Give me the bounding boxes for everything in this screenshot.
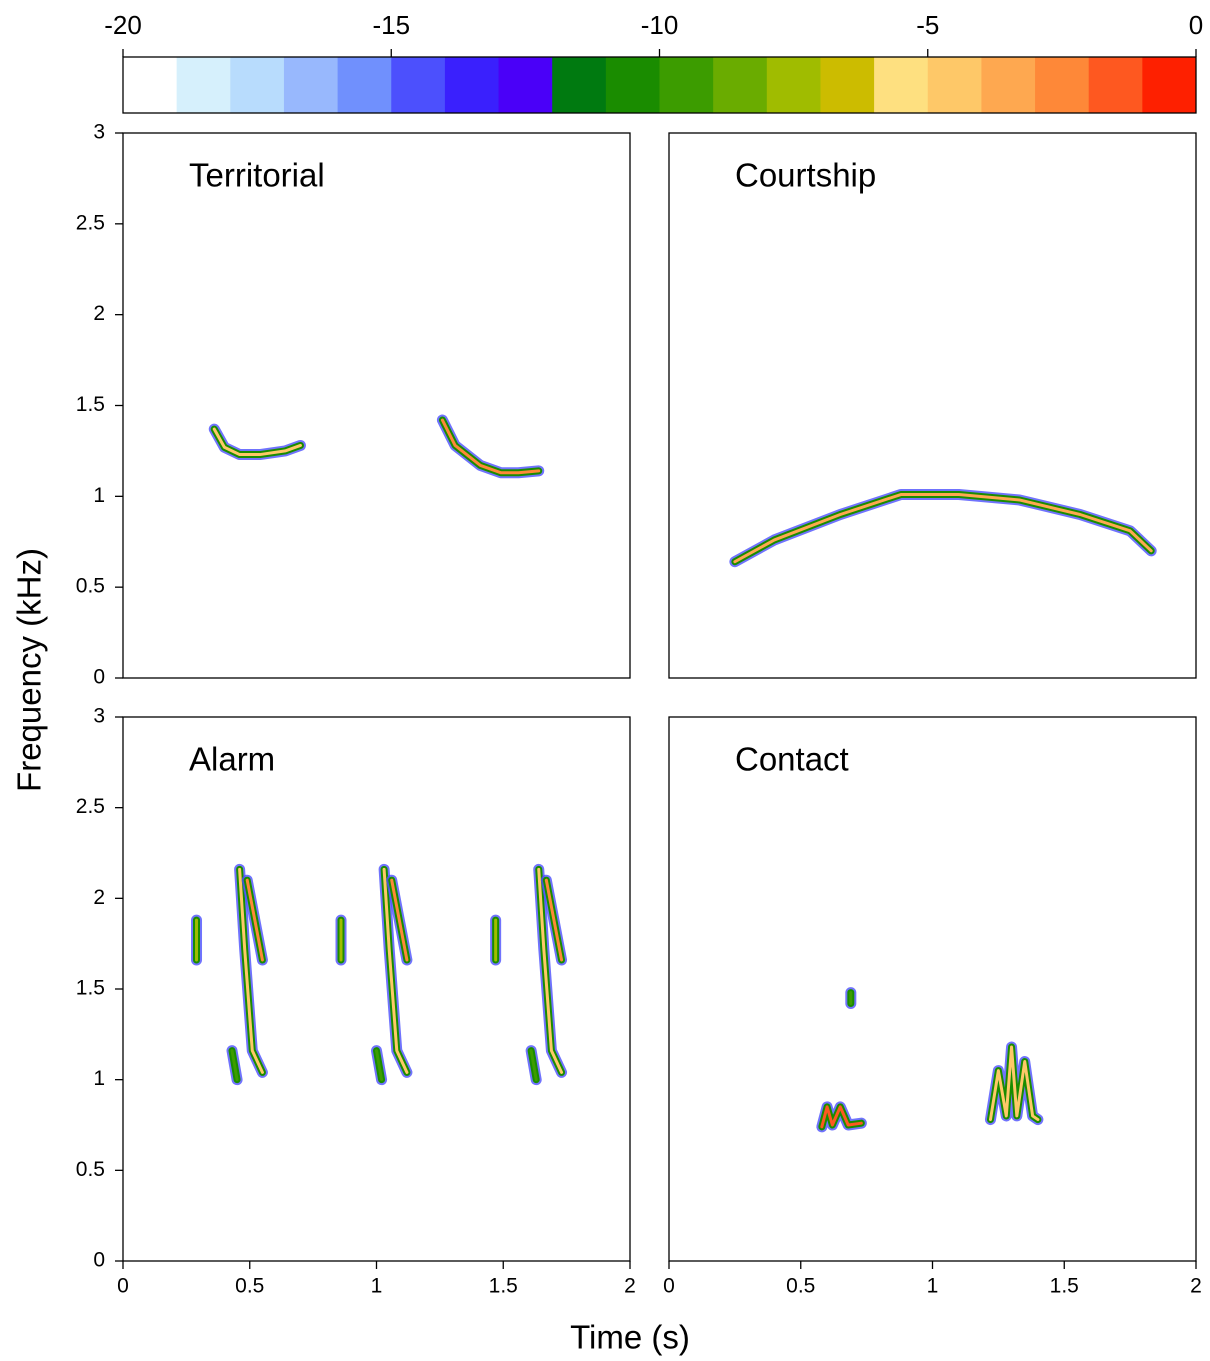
x-tick-label: 1 bbox=[371, 1275, 383, 1298]
call-core bbox=[529, 1049, 538, 1082]
color-cell bbox=[1142, 57, 1197, 113]
x-tick-label: 0.5 bbox=[786, 1275, 815, 1298]
call-core bbox=[733, 493, 1153, 564]
y-tick-label: 2 bbox=[93, 302, 105, 325]
color-cell bbox=[874, 57, 929, 113]
panel-title: Contact bbox=[735, 741, 849, 778]
color-cell bbox=[927, 57, 982, 113]
call-core bbox=[245, 878, 264, 962]
x-tick-label: 1 bbox=[927, 1275, 939, 1298]
call-core bbox=[440, 418, 541, 475]
panel-frame bbox=[122, 716, 631, 1262]
y-tick-label: 0 bbox=[93, 1249, 105, 1272]
color-cell bbox=[337, 57, 392, 113]
panel-title: Alarm bbox=[189, 741, 275, 778]
color-cell bbox=[659, 57, 714, 113]
colorbar-tick-label: 0 bbox=[1189, 10, 1203, 40]
call-core bbox=[390, 878, 409, 962]
x-tick-label: 1.5 bbox=[489, 1275, 518, 1298]
panel-frame bbox=[668, 716, 1197, 1262]
x-tick-label: 0 bbox=[663, 1275, 675, 1298]
call-core bbox=[988, 1045, 1040, 1122]
color-cell bbox=[391, 57, 446, 113]
panel-frame bbox=[668, 132, 1197, 679]
color-cell bbox=[820, 57, 875, 113]
colorbar-tick-label: -5 bbox=[916, 10, 939, 40]
y-tick-label: 1 bbox=[93, 1067, 105, 1090]
y-tick-label: 1.5 bbox=[76, 393, 105, 416]
color-cell bbox=[444, 57, 500, 113]
color-cell bbox=[552, 57, 607, 113]
color-cell bbox=[230, 57, 285, 113]
color-cell bbox=[498, 57, 553, 113]
call-core bbox=[375, 1049, 384, 1082]
panel-title: Courtship bbox=[735, 157, 876, 194]
call-core bbox=[537, 867, 564, 1074]
color-cell bbox=[1035, 57, 1090, 113]
call-core bbox=[544, 878, 564, 962]
colorbar-tick-label: -10 bbox=[641, 10, 679, 40]
y-tick-label: 2.5 bbox=[76, 211, 105, 234]
colorbar-tick-label: -15 bbox=[372, 10, 410, 40]
x-axis-label: Time (s) bbox=[570, 1319, 690, 1356]
x-tick-label: 2 bbox=[624, 1275, 636, 1298]
y-tick-label: 0.5 bbox=[76, 1158, 105, 1181]
panel-frame bbox=[122, 132, 631, 679]
color-cell bbox=[283, 57, 339, 113]
x-tick-label: 0 bbox=[117, 1275, 129, 1298]
y-tick-label: 0.5 bbox=[76, 575, 105, 598]
y-tick-label: 1 bbox=[93, 484, 105, 507]
colorbar-tick-label: -20 bbox=[104, 10, 142, 40]
call-core bbox=[212, 427, 302, 457]
y-tick-label: 0 bbox=[93, 666, 105, 689]
y-tick-label: 1.5 bbox=[76, 977, 105, 1000]
call-core bbox=[230, 1049, 239, 1082]
color-cell bbox=[713, 57, 768, 113]
x-tick-label: 2 bbox=[1190, 1275, 1202, 1298]
color-cell bbox=[766, 57, 821, 113]
panel-title: Territorial bbox=[189, 157, 325, 194]
call-body bbox=[731, 491, 1155, 566]
call-core bbox=[820, 1105, 863, 1129]
y-tick-label: 3 bbox=[93, 121, 105, 144]
color-cell bbox=[1088, 57, 1143, 113]
y-tick-label: 3 bbox=[93, 705, 105, 728]
color-cell bbox=[123, 57, 178, 113]
y-tick-label: 2.5 bbox=[76, 795, 105, 818]
call-core bbox=[238, 867, 264, 1074]
x-tick-label: 0.5 bbox=[235, 1275, 264, 1298]
color-cell bbox=[981, 57, 1036, 113]
y-axis-label: Frequency (kHz) bbox=[11, 548, 48, 792]
x-tick-label: 1.5 bbox=[1050, 1275, 1079, 1298]
call-core bbox=[382, 867, 409, 1074]
color-cell bbox=[605, 57, 660, 113]
y-tick-label: 2 bbox=[93, 886, 105, 909]
color-cell bbox=[176, 57, 231, 113]
